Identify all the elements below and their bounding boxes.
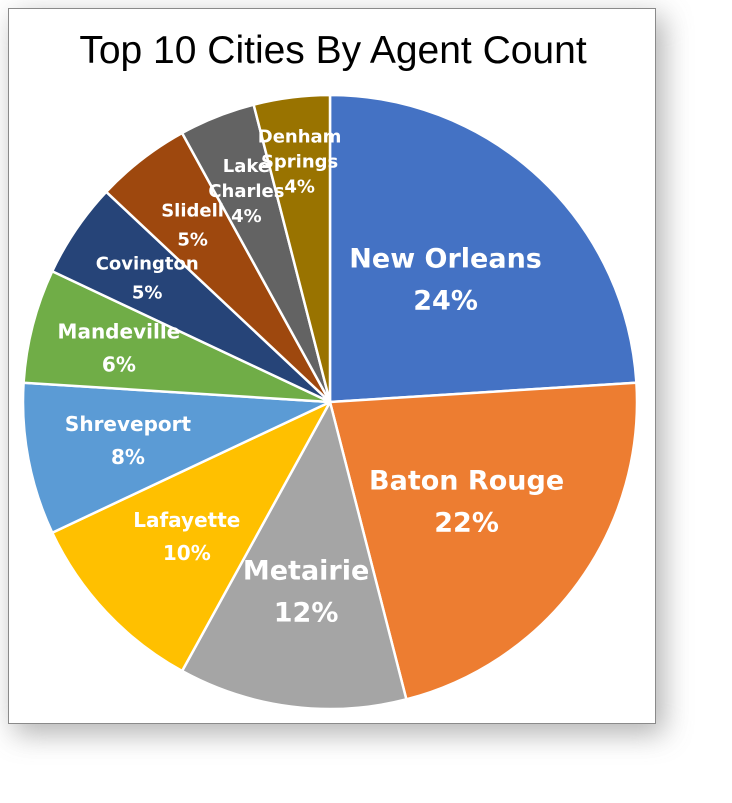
data-label-denham-springs: Denham Springs 4%: [258, 127, 342, 198]
data-label-baton-rouge: Baton Rouge 22%: [369, 466, 564, 539]
data-label-metairie: Metairie 12%: [243, 555, 369, 628]
chart-card: Top 10 Cities By Agent Count New Orleans…: [8, 8, 656, 724]
pie-slice-shreveport: [21, 381, 332, 534]
pie-slices: [21, 93, 639, 711]
pie-slice-new-orleans: [328, 93, 638, 404]
data-label-lafayette: Lafayette 10%: [133, 508, 240, 565]
pie-slice-metairie: [180, 400, 408, 711]
data-label-shreveport: Shreveport 8%: [65, 412, 192, 469]
pie-chart: New Orleans 24%Baton Rouge 22%Metairie 12%L…: [21, 93, 639, 711]
pie-labels: New Orleans 24%Baton Rouge 22%Metairie 12%L…: [58, 127, 565, 629]
data-label-new-orleans: New Orleans 24%: [349, 243, 542, 316]
data-label-covington: Covington 5%: [96, 254, 199, 304]
pie-slice-lafayette: [50, 400, 332, 673]
data-label-lake-charles: Lake Charles 4%: [208, 156, 284, 227]
pie-slice-baton-rouge: [328, 381, 639, 701]
data-label-mandeville: Mandeville 6%: [58, 319, 181, 376]
pie-slice-denham-springs: [252, 93, 332, 404]
data-label-slidell: Slidell 5%: [161, 201, 224, 251]
chart-title: Top 10 Cities By Agent Count: [79, 29, 587, 72]
